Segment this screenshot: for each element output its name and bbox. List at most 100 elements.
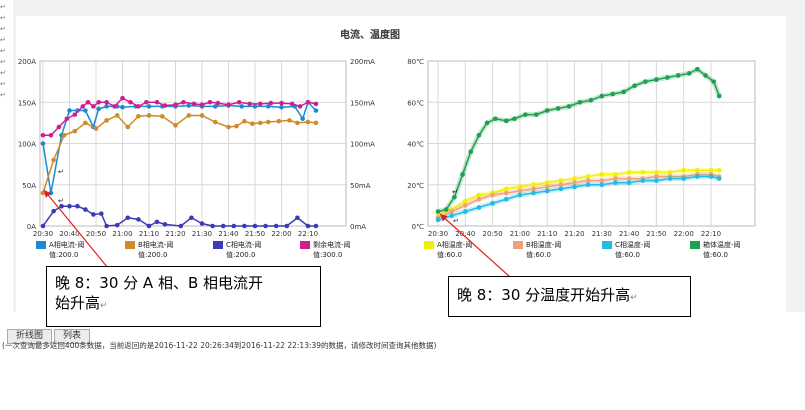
callout-line-1: 晚 8：30 分 A 相、B 相电流开 — [55, 274, 264, 292]
data-point — [72, 112, 78, 117]
x-tick-label: 21:20 — [165, 230, 185, 238]
data-point — [585, 174, 591, 179]
return-mark: ↵ — [0, 91, 6, 99]
series-3 — [40, 203, 319, 229]
data-point — [136, 217, 141, 222]
y-tick-label: 50A — [22, 182, 36, 190]
data-point — [247, 101, 252, 107]
legend-label-line-1: 箱体温度-阈 — [703, 240, 741, 249]
tab-list[interactable]: 列表 — [54, 329, 91, 344]
series-2 — [40, 113, 319, 196]
data-point — [654, 178, 659, 183]
data-point — [265, 104, 271, 109]
data-point — [313, 101, 319, 107]
return-mark: ↵ — [0, 14, 6, 22]
data-point — [210, 223, 215, 229]
x-tick-label: 22:00 — [271, 230, 291, 238]
data-point — [64, 116, 70, 122]
data-point — [40, 141, 46, 146]
data-point — [517, 188, 523, 194]
data-point — [463, 209, 468, 214]
series-band — [437, 66, 722, 214]
series-1 — [40, 99, 319, 196]
plot-border — [427, 60, 756, 227]
x-tick-label: 20:50 — [483, 230, 503, 238]
data-point — [449, 209, 454, 214]
legend-label-line-1: 剩余电流-阈 — [313, 240, 351, 249]
series-line — [437, 169, 720, 217]
series-4 — [435, 66, 722, 214]
return-mark: ↵ — [0, 58, 6, 66]
data-point — [517, 184, 523, 190]
data-point — [667, 176, 673, 181]
data-point — [585, 178, 591, 183]
legend-swatch — [125, 241, 135, 249]
temperature-rise-callout: 晚 8：30 分温度开始升高↵ — [448, 276, 691, 317]
data-point — [708, 174, 714, 179]
data-point — [711, 79, 717, 84]
data-point — [572, 180, 577, 185]
data-point — [212, 104, 218, 109]
data-point — [191, 101, 197, 107]
legend-label-line-1: A相温度-阈 — [437, 240, 472, 249]
legend-swatch — [213, 241, 223, 249]
data-point — [613, 172, 618, 177]
data-point — [463, 198, 468, 204]
legend-swatch — [513, 241, 523, 249]
current-rise-callout: 晚 8：30 分 A 相、B 相电流开 始升高↵ — [46, 266, 321, 327]
legend-swatch — [424, 241, 434, 249]
data-point — [146, 104, 152, 109]
data-point — [599, 182, 605, 188]
data-point — [435, 217, 441, 223]
x-tick-label: 21:00 — [112, 230, 132, 238]
legend-label-line-2: 值:60.0 — [615, 250, 640, 259]
data-point — [572, 176, 577, 181]
data-point — [503, 186, 509, 192]
x-tick-label: 21:00 — [510, 230, 530, 238]
data-point — [531, 182, 536, 188]
return-mark: ↵ — [0, 36, 6, 44]
data-point — [284, 223, 290, 229]
data-point — [613, 176, 618, 181]
data-point — [242, 118, 247, 124]
data-point — [104, 99, 109, 105]
tab-line-chart[interactable]: 折线图 — [7, 329, 53, 344]
data-point — [125, 215, 131, 221]
data-point — [273, 223, 279, 229]
data-point — [460, 172, 465, 177]
x-tick-label: 22:10 — [701, 230, 721, 238]
data-point — [252, 223, 258, 229]
current-chart: 0A 50A 100A 150A 200A 0mA 50mA 100mA 150mA 200mA 2… — [18, 58, 375, 259]
data-point — [226, 124, 231, 130]
legend-label-line-2: 值:60.0 — [703, 250, 728, 259]
data-point — [643, 79, 648, 84]
data-point — [484, 120, 490, 126]
data-point — [665, 75, 670, 80]
data-point — [313, 120, 319, 126]
return-mark: ↵ — [0, 47, 6, 55]
data-point — [695, 174, 700, 179]
data-point — [544, 188, 550, 194]
data-point — [199, 113, 205, 118]
data-point — [104, 104, 109, 109]
data-point — [566, 104, 572, 109]
y2-tick-label: 150mA — [350, 99, 375, 107]
data-point — [146, 223, 152, 229]
legend-label-line-1: B相电流-阈 — [138, 240, 173, 249]
data-point — [544, 108, 550, 113]
data-point — [708, 168, 714, 173]
data-point — [626, 176, 632, 181]
data-point — [234, 123, 239, 129]
y-tick-label: 200A — [18, 58, 36, 66]
data-point — [279, 104, 284, 110]
y-tick-label: 20℃ — [407, 182, 424, 190]
data-point — [173, 102, 178, 108]
data-point — [531, 186, 536, 192]
data-point — [681, 176, 686, 181]
y-tick-label: 60℃ — [407, 99, 424, 107]
x-tick-label: 20:30 — [428, 230, 448, 238]
data-point — [632, 83, 637, 89]
data-point — [621, 89, 626, 95]
data-point — [555, 106, 561, 111]
data-point — [503, 190, 509, 196]
